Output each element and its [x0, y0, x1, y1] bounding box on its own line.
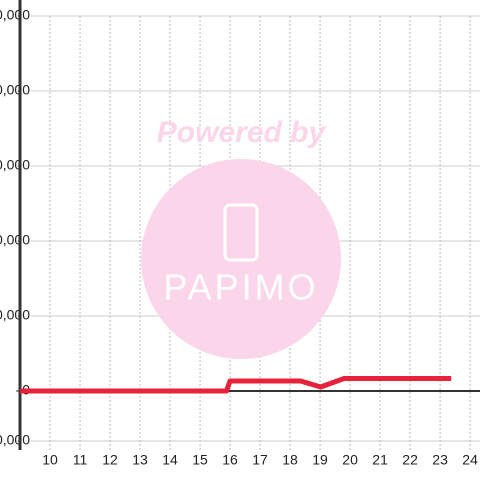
x-tick-label: 20 — [342, 452, 358, 468]
x-tick-label: 16 — [222, 452, 238, 468]
x-tick-label: 13 — [132, 452, 148, 468]
x-tick-label: 21 — [372, 452, 388, 468]
y-tick-label: 60,000 — [0, 232, 30, 248]
y-tick-label: 150,000 — [0, 7, 30, 23]
y-tick-label: 30,000 — [0, 307, 30, 323]
x-tick-label: 11 — [73, 452, 88, 468]
y-tick-label: 90,000 — [0, 157, 30, 173]
watermark-text: Powered by — [157, 116, 327, 149]
x-tick-label: 15 — [192, 452, 208, 468]
x-tick-label: 12 — [102, 452, 118, 468]
x-tick-label: 24 — [462, 452, 478, 468]
line — [20, 376, 452, 394]
x-tick-label: 14 — [162, 452, 178, 468]
watermark-phone — [223, 203, 259, 262]
x-tick-label: 10 — [42, 452, 58, 468]
y-tick-label: 120,000 — [0, 82, 30, 98]
x-tick-label: 19 — [312, 452, 328, 468]
watermark: Powered by PAPIMO — [141, 116, 341, 359]
y-tick-label: -20,000 — [0, 432, 30, 448]
x-tick-label: 22 — [402, 452, 418, 468]
x-tick-label: 17 — [252, 452, 268, 468]
watermark-logo: PAPIMO — [163, 267, 318, 308]
x-tick-label: 18 — [282, 452, 298, 468]
x-tick-label: 23 — [432, 452, 448, 468]
